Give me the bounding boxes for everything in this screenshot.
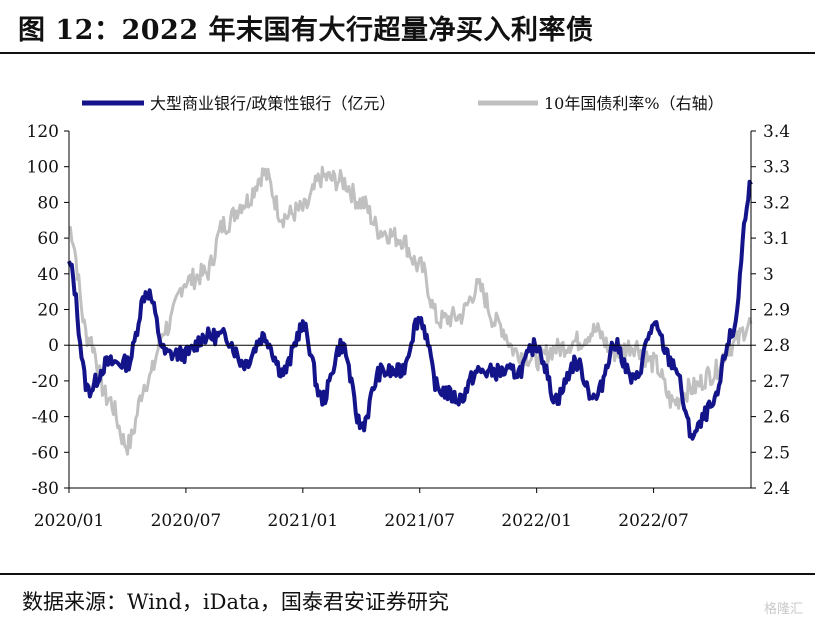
right-tick-label: 2.9: [763, 301, 790, 321]
series-10y-yield-line: [69, 167, 751, 454]
left-tick-label: 40: [37, 265, 59, 285]
source-note: 数据来源：Wind，iData，国泰君安证券研究: [22, 586, 449, 616]
right-tick-label: 3.3: [763, 158, 790, 178]
right-tick-label: 2.4: [763, 479, 790, 499]
x-tick-label: 2021/07: [384, 511, 455, 531]
left-tick-label: 120: [27, 122, 59, 142]
figure-title: 图 12：2022 年末国有大行超量净买入利率债: [18, 8, 594, 47]
x-tick-label: 2021/01: [268, 511, 339, 531]
right-tick-label: 2.5: [763, 443, 790, 463]
left-tick-label: -20: [32, 372, 59, 392]
left-tick-label: 100: [27, 158, 59, 178]
chart: 大型商业银行/政策性银行（亿元） 10年国债利率%（右轴） 120 100 80 60 4…: [0, 55, 815, 565]
right-tick-label: 3.4: [763, 122, 790, 142]
left-tick-label: 0: [48, 336, 59, 356]
bottom-rule: [0, 573, 815, 575]
right-tick-label: 2.6: [763, 408, 790, 428]
left-tick-label: -60: [32, 443, 59, 463]
x-tick-label: 2022/07: [618, 511, 689, 531]
right-tick-label: 2.8: [763, 336, 790, 356]
right-tick-label: 3: [763, 265, 774, 285]
axes: 120 100 80 60 40 20 0 -20 -40 -60 -80 3.4 3.3 3.2 3.1 3…: [27, 122, 791, 531]
right-tick-label: 3.2: [763, 193, 790, 213]
right-tick-label: 3.1: [763, 229, 790, 249]
x-tick-label: 2022/01: [501, 511, 572, 531]
left-tick-label: -40: [32, 408, 59, 428]
x-tick-label: 2020/01: [34, 511, 105, 531]
legend-label-left: 大型商业银行/政策性银行（亿元）: [150, 94, 395, 113]
legend-label-right: 10年国债利率%（右轴）: [544, 94, 724, 113]
legend: 大型商业银行/政策性银行（亿元） 10年国债利率%（右轴）: [82, 94, 724, 113]
x-tick-label: 2020/07: [151, 511, 222, 531]
watermark: 格隆汇: [764, 598, 803, 617]
left-tick-label: -80: [32, 479, 59, 499]
series-layer: [69, 167, 751, 454]
left-tick-label: 20: [37, 301, 59, 321]
top-rule: [0, 52, 815, 54]
right-tick-label: 2.7: [763, 372, 790, 392]
left-tick-label: 60: [37, 229, 59, 249]
left-tick-label: 80: [37, 193, 59, 213]
